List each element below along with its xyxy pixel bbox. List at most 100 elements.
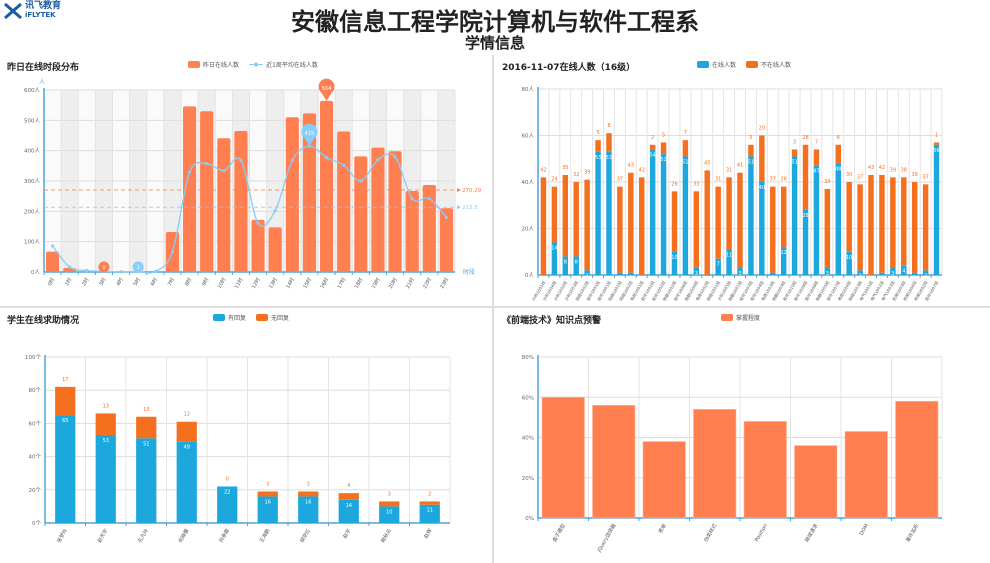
legend-item-mastery[interactable]: 掌握程度 [721, 313, 760, 322]
x-tick-label: 23时 [438, 277, 450, 290]
bar-value-label: 4 [347, 483, 350, 489]
bar [642, 441, 686, 519]
bar-value-label: 37 [770, 177, 776, 183]
y-tick-label: 60个 [29, 420, 42, 427]
bar-value-label: 11 [726, 252, 732, 258]
x-tick-label: 3时 [98, 277, 108, 288]
bar-value-label: 54 [649, 152, 655, 158]
y-tick-label: 300人 [24, 178, 40, 185]
bar-offline [911, 182, 918, 273]
bar-online [419, 504, 440, 523]
x-tick-label: 王海鹏 [258, 528, 272, 545]
x-tick-label: 15时 [301, 277, 313, 290]
bar-offline [802, 144, 809, 210]
bar-value-label: 13 [143, 407, 149, 413]
line-point [444, 215, 449, 219]
line-point [205, 162, 209, 166]
x-tick-label: 19时 [370, 277, 382, 290]
bar-value-label: 35 [562, 165, 568, 171]
bar-value-label: 3 [388, 491, 391, 497]
bar [302, 113, 316, 273]
bar-value-label: 1 [935, 132, 938, 138]
legend-label: 无回复 [271, 315, 290, 322]
legend-item-online[interactable]: 在线人数 [697, 60, 736, 69]
bar [388, 151, 402, 272]
x-tick-label: 事件监听 [904, 523, 920, 544]
bar-offline [846, 182, 852, 252]
max-marker-yesterday [318, 78, 335, 101]
bar [354, 156, 368, 272]
bar [183, 106, 197, 272]
bar [895, 400, 939, 519]
line-point [342, 163, 346, 167]
x-tick-label: 16时 [319, 277, 331, 290]
bar [794, 445, 838, 519]
bar-value-label: 51 [791, 159, 797, 165]
bar-value-label: 7 [717, 262, 720, 268]
bar-online [693, 268, 700, 275]
bar-value-label: 28 [802, 213, 808, 219]
chart-legend: 在线人数 不在线人数 [697, 60, 791, 69]
bar-value-label: 65 [62, 418, 68, 424]
online-period-chart-panel: 昨日在线时段分布 昨日在线人数 近1周平均在线人数 0人 100人 200人 300人… [0, 55, 492, 306]
line-point [427, 196, 431, 201]
legend-item-yesterday[interactable]: 昨日在线人数 [188, 60, 239, 69]
bar-value-label: 37 [857, 174, 863, 180]
x-tick-label: 张梦玲 [55, 528, 69, 545]
bar-offline [257, 491, 278, 497]
y-tick-label: 600人 [24, 87, 40, 94]
y-tick-label: 80% [522, 355, 534, 361]
bar-value-label: 2 [859, 273, 862, 279]
bar-value-label: 12 [184, 412, 190, 418]
bar-offline [824, 188, 831, 269]
bar-value-label: 14 [551, 245, 557, 251]
bar-value-label: 3 [738, 271, 741, 277]
x-tick-label: 1时 [63, 277, 73, 288]
y-tick-label: 20人 [522, 226, 535, 233]
legend-item-offline[interactable]: 不在线人数 [746, 60, 791, 69]
bar-online [933, 144, 940, 275]
x-tick-label: 11时 [233, 277, 245, 290]
class-online-chart-panel: 2016-11-07在线人数（16级） 在线人数 不在线人数 0人 20人 40人 6… [495, 55, 990, 306]
bar-value-label: 53 [595, 155, 601, 161]
legend-label: 不在线人数 [761, 62, 792, 69]
legend-item-unreplied[interactable]: 无回复 [256, 313, 289, 322]
legend-item-week-average[interactable]: 近1周平均在线人数 [249, 60, 318, 69]
legend-label: 昨日在线人数 [203, 62, 240, 69]
y-tick-label: 200人 [24, 208, 40, 215]
bar-offline [715, 186, 721, 259]
x-tick-label: 刘承霖 [217, 528, 231, 545]
legend-item-replied[interactable]: 有回复 [213, 313, 246, 322]
bar [693, 409, 737, 519]
bar-value-label: 39 [584, 170, 590, 176]
bar-online [759, 182, 765, 275]
x-tick-label: 胡京红 [298, 528, 312, 545]
bar-offline [298, 491, 319, 497]
bar-online [813, 165, 820, 275]
bar-online [551, 242, 558, 275]
logo-cn: 讯飞教育 [25, 1, 62, 11]
bar-value-label: 8 [564, 259, 567, 265]
bar-value-label: 3 [695, 271, 698, 277]
bar-value-label: 4 [902, 269, 905, 275]
bar [541, 396, 585, 519]
bar-online [606, 151, 612, 275]
y-tick-label: 0人 [525, 272, 534, 279]
bar-value-label: 47 [813, 169, 819, 175]
bar-offline [737, 172, 743, 269]
bar-online [298, 496, 319, 523]
bar-online [573, 256, 579, 275]
bar-online [824, 268, 831, 275]
bar-offline [639, 177, 645, 275]
bar-offline [890, 177, 896, 269]
bar-value-label: 5 [596, 130, 599, 136]
chart-title: 昨日在线时段分布 [7, 63, 80, 73]
bar-offline [682, 140, 689, 157]
bar-value-label: 48 [835, 166, 841, 172]
bar-online [879, 272, 885, 275]
bar-offline [671, 191, 678, 252]
bar-offline [95, 413, 116, 436]
bar-value-label: 12 [780, 250, 786, 256]
bar-online [890, 268, 896, 275]
